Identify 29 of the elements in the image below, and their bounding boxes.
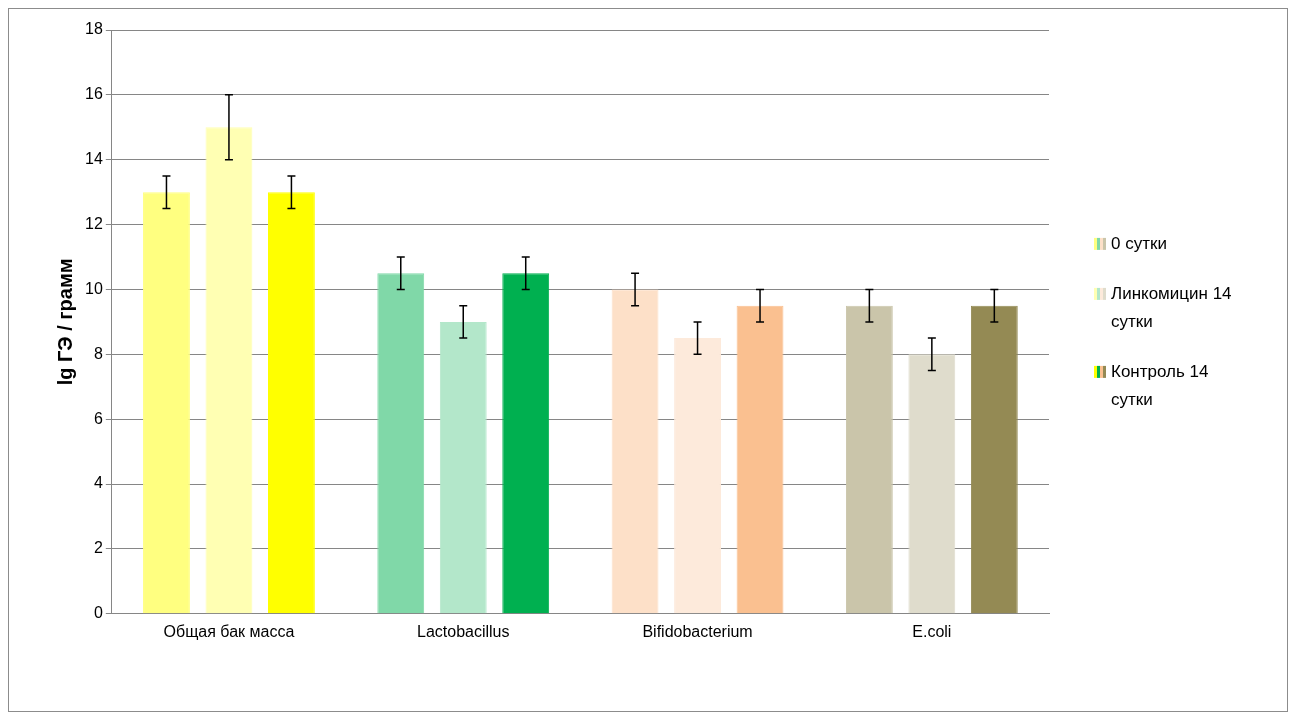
x-tick-label: Общая бак масса [163,622,295,640]
legend-label: Линкомицин 14 сутки [1111,283,1232,331]
bar [970,305,1018,614]
y-axis-title: lg ГЭ / грамм [53,258,76,386]
bar [377,273,425,614]
y-tick-label: 16 [85,85,103,103]
bar [611,289,659,614]
y-tick-label: 6 [93,409,103,427]
y-tick-label: 10 [85,279,103,297]
y-tick-label: 4 [93,474,103,492]
y-tick-label: 2 [93,539,103,557]
x-tick-label: Bifidobacterium [642,622,753,640]
x-tick-label: E.coli [912,622,952,640]
x-tick-label: Lactobacillus [417,622,510,640]
bar [268,192,315,614]
bar [908,354,956,614]
y-tick-label: 14 [85,150,103,168]
bar [439,321,487,614]
legend-label: 0 сутки [1111,233,1167,253]
bar [736,305,784,614]
bar [143,192,190,614]
bar [674,338,721,614]
y-tick-label: 0 [93,604,103,622]
bar [845,305,893,614]
legend-label: Контроль 14 сутки [1111,361,1209,409]
bar [502,273,550,614]
y-tick-label: 12 [85,215,103,233]
y-tick-label: 8 [93,344,103,362]
y-tick-label: 18 [85,20,103,38]
